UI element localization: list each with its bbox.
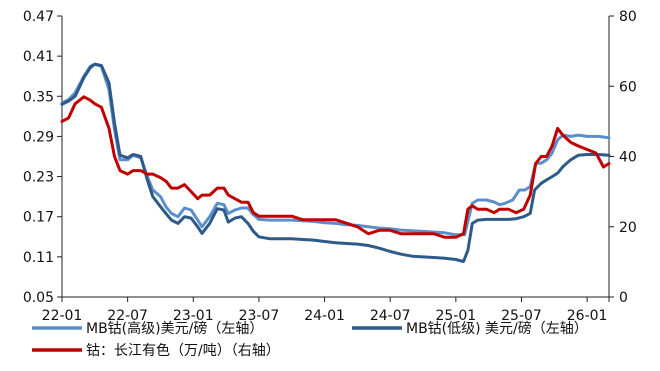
series-group: [60, 62, 611, 263]
left-tick-label: 0.17: [23, 210, 54, 226]
x-tick-label: 25-07: [501, 308, 542, 324]
left-tick-label: 0.35: [23, 89, 54, 105]
left-tick-label: 0.29: [23, 129, 54, 145]
left-tick-label: 0.23: [23, 170, 54, 186]
series-line-2: [60, 62, 611, 263]
right-tick-label: 40: [619, 150, 637, 166]
x-tick-label: 23-07: [239, 308, 280, 324]
right-tick-label: 0: [619, 290, 628, 306]
right-tick-label: 80: [619, 9, 637, 25]
x-tick-label: 26-01: [567, 308, 608, 324]
left-tick-label: 0.11: [23, 250, 54, 266]
legend-label-1: MB钴(高级)美元/磅（左轴）: [86, 320, 263, 337]
x-tick-label: 24-01: [304, 308, 345, 324]
legend-label-2: MB钴(低级) 美元/磅（左轴）: [406, 320, 588, 337]
x-tick-label: 22-01: [42, 308, 83, 324]
left-tick-label: 0.47: [23, 9, 54, 25]
x-tick-label: 24-07: [370, 308, 411, 324]
left-tick-label: 0.05: [23, 290, 54, 306]
legend-label-3: 钴：长江有色（万/吨）（右轴）: [86, 342, 280, 359]
axes-group: 0.05 0.11 0.17 0.23 0.29 0.35 0.41 0.47 0 20 40 60 8…: [23, 9, 637, 324]
right-tick-label: 60: [619, 79, 637, 95]
left-tick-label: 0.41: [23, 49, 54, 65]
legend: MB钴(高级)美元/磅（左轴） MB钴(低级) 美元/磅（左轴） 钴：长江有色（万/…: [32, 320, 588, 359]
right-tick-label: 20: [619, 220, 637, 236]
series-line-3: [60, 95, 611, 239]
x-tick-label: 22-07: [107, 308, 148, 324]
x-tick-label: 25-01: [435, 308, 476, 324]
x-tick-label: 23-01: [173, 308, 214, 324]
series-line-1: [60, 62, 611, 237]
